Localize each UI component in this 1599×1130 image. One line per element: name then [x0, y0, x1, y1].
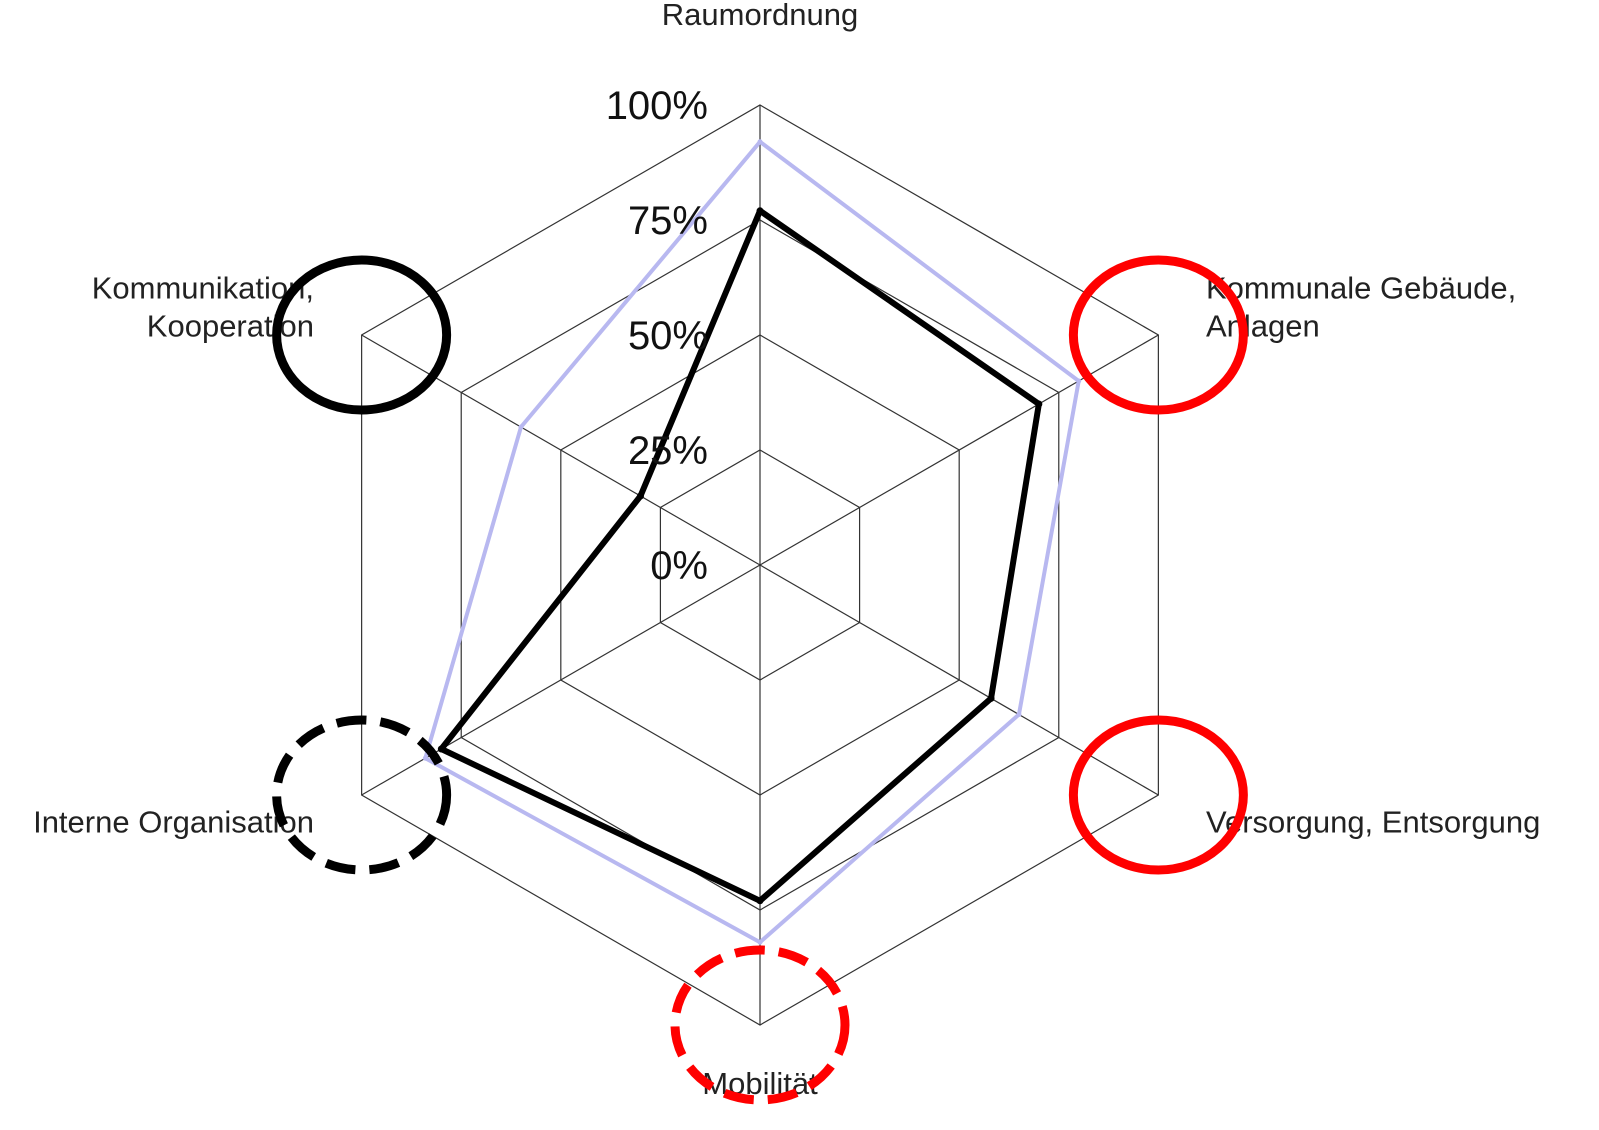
axis-label-2-line-0: Versorgung, Entsorgung — [1206, 805, 1540, 840]
axis-spoke-4 — [361, 564, 761, 796]
axis-label-3: Mobilität — [702, 1066, 818, 1101]
series-0-point-2 — [1016, 712, 1022, 717]
axis-label-1-line-0: Kommunale Gebäude, — [1206, 271, 1516, 306]
series-1-point-2 — [987, 694, 995, 702]
grid — [361, 104, 1159, 1026]
series-0-point-4 — [422, 755, 428, 761]
series-0-point-1 — [1076, 378, 1082, 384]
highlight-circle-0 — [1068, 255, 1248, 415]
series-0-point-0 — [757, 139, 763, 145]
axis-labels: Entwicklungsplanung,Raumordnung Kommunale… — [33, 0, 1540, 1101]
highlight-circle-2 — [670, 945, 850, 1105]
axis-label-4-line-0: Interne Organisation — [33, 805, 314, 840]
tick-labels: 0% 25% 50% 75% 100% — [606, 84, 708, 588]
axis-spoke-2 — [759, 564, 1159, 796]
axis-label-4: Interne Organisation — [33, 805, 314, 840]
series-line-0 — [423, 139, 1081, 945]
axis-label-5: Kommunikation, Kooperation — [92, 271, 314, 344]
highlight-circles — [272, 255, 1248, 1105]
axis-label-3-line-0: Mobilität — [702, 1066, 818, 1101]
series-1-point-5 — [636, 492, 644, 500]
tick-label-0: 0% — [650, 544, 708, 588]
axis-label-5-line-1: Kooperation — [147, 309, 314, 344]
highlight-circle-3 — [272, 715, 452, 875]
series-layer — [422, 139, 1082, 945]
axis-label-2: Versorgung, Entsorgung — [1206, 805, 1540, 840]
axis-label-0: Entwicklungsplanung,Raumordnung — [610, 0, 910, 32]
tick-label-3: 75% — [628, 199, 708, 243]
highlight-circle-4 — [272, 255, 452, 415]
series-line-1 — [438, 207, 1042, 904]
tick-label-4: 100% — [606, 84, 708, 128]
series-1-point-1 — [1035, 400, 1043, 408]
axis-spoke-1 — [759, 334, 1159, 566]
axis-label-5-line-0: Kommunikation, — [92, 271, 314, 306]
tick-label-2: 50% — [628, 314, 708, 358]
highlight-circle-1 — [1068, 715, 1248, 875]
series-0-point-3 — [757, 939, 763, 945]
tick-label-1: 25% — [628, 429, 708, 473]
axis-spoke-5 — [361, 334, 761, 566]
axis-label-1-line-1: Anlagen — [1206, 309, 1320, 344]
axis-label-1: Kommunale Gebäude, Anlagen — [1206, 271, 1516, 344]
series-1-point-0 — [756, 207, 764, 215]
axis-label-0-line-1: Raumordnung — [662, 0, 858, 32]
series-1-point-3 — [756, 897, 764, 905]
series-1-point-4 — [437, 745, 445, 753]
series-0-point-5 — [518, 424, 524, 430]
